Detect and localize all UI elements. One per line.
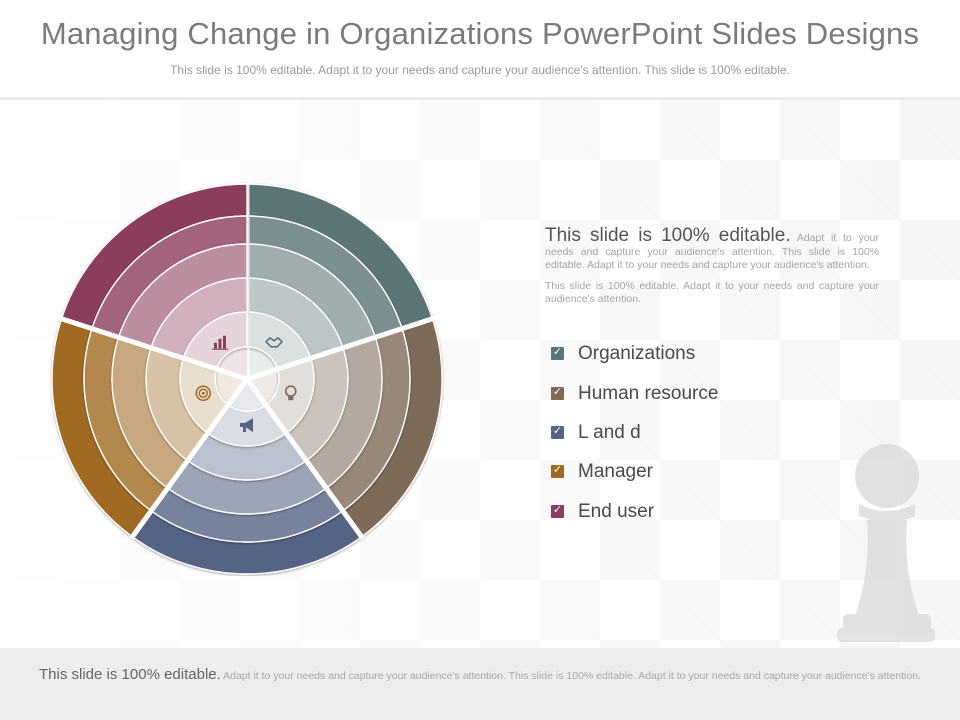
checkbox-icon: ✓ bbox=[551, 345, 564, 360]
target-icon bbox=[195, 385, 212, 401]
header-divider bbox=[0, 97, 960, 100]
lightbulb-icon bbox=[284, 385, 297, 401]
chess-pawn-icon bbox=[837, 444, 935, 642]
footer-text: This slide is 100% editable. Adapt it to… bbox=[37, 666, 923, 683]
checkbox-icon: ✓ bbox=[551, 385, 564, 400]
checkbox-icon: ✓ bbox=[551, 463, 564, 478]
footer-heading: This slide is 100% editable. bbox=[39, 666, 221, 683]
handshake-icon bbox=[265, 336, 283, 348]
page-subtitle: This slide is 100% editable. Adapt it to… bbox=[170, 63, 790, 77]
wheel-sector-manager bbox=[51, 317, 247, 538]
change-wheel-diagram bbox=[51, 182, 443, 575]
checkbox-icon: ✓ bbox=[551, 503, 564, 518]
wheel-divider bbox=[58, 315, 248, 382]
wheel-ring-segment bbox=[182, 311, 248, 370]
legend-label: Manager bbox=[578, 461, 653, 482]
description-body-2: This slide is 100% editable. Adapt it to… bbox=[545, 280, 879, 305]
bar-chart-icon bbox=[211, 335, 228, 350]
legend-label: Human resource bbox=[578, 383, 719, 404]
description-text: This slide is 100% editable. Adapt it to… bbox=[545, 226, 879, 305]
wheel-sector-organizations bbox=[246, 183, 434, 379]
megaphone-icon bbox=[240, 418, 253, 432]
wheel-sector-end-user bbox=[60, 183, 248, 379]
wheel-divider bbox=[244, 377, 365, 540]
wheel-divider bbox=[246, 315, 436, 382]
wheel-core-segment bbox=[228, 379, 266, 411]
wheel-sector-l-and-d bbox=[131, 379, 363, 575]
checkbox-icon: ✓ bbox=[551, 424, 564, 439]
legend-label: Organizations bbox=[578, 343, 696, 364]
legend-label: End user bbox=[578, 501, 655, 522]
footer-bar bbox=[0, 648, 960, 720]
description-body: Adapt it to your needs and capture your … bbox=[545, 232, 879, 271]
description-heading: This slide is 100% editable. bbox=[545, 225, 791, 246]
footer-body: Adapt it to your needs and capture your … bbox=[220, 670, 921, 682]
legend-label: L and d bbox=[578, 422, 641, 443]
wheel-divider bbox=[129, 377, 250, 540]
page-title: Managing Change in Organizations PowerPo… bbox=[40, 16, 920, 51]
